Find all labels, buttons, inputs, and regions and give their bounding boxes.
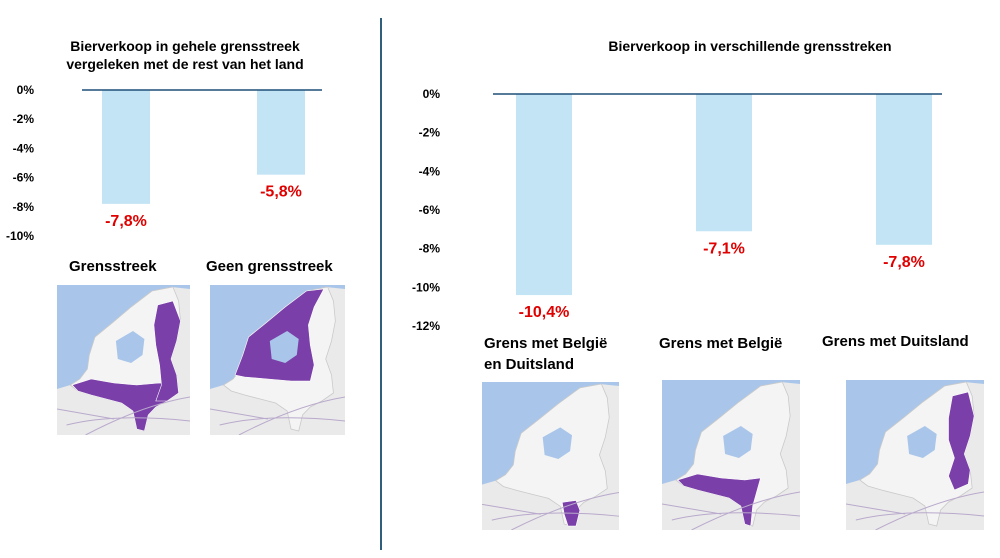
- map-graphic: [482, 382, 619, 530]
- left-chart-bar: [257, 90, 305, 175]
- map-ijsselmeer: [269, 331, 299, 363]
- map-label-belgie-duitsland: Grens met België en Duitsland: [484, 333, 607, 375]
- right-chart-y-tick-label: -4%: [419, 164, 441, 178]
- right-chart-bar: [876, 94, 932, 245]
- map-highlighted-region: [71, 378, 180, 432]
- right-chart-y-tick-label: 0%: [423, 87, 441, 101]
- left-bar-chart: 0% -2% -4% -6% -8% -10% -7,8% -5,8%: [6, 83, 322, 243]
- map-label-grensstreek: Grensstreek: [69, 258, 157, 275]
- netherlands-map-belgium-germany-border-icon: [482, 382, 619, 530]
- right-chart-y-tick-label: -6%: [419, 203, 441, 217]
- map-graphic: [210, 285, 345, 435]
- netherlands-map-border-regions-icon: [57, 285, 190, 435]
- left-chart-y-tick-label: -10%: [6, 229, 34, 243]
- right-chart-value-label: -7,1%: [703, 240, 745, 257]
- left-chart-y-tick-label: -2%: [13, 112, 35, 126]
- map-label-belgie: Grens met België: [659, 335, 783, 352]
- map-highlighted-region: [234, 288, 325, 382]
- map-road: [210, 408, 268, 420]
- map-ijsselmeer: [907, 426, 937, 458]
- map-sea: [662, 380, 800, 484]
- map-road: [85, 396, 190, 435]
- map-ijsselmeer: [542, 427, 573, 459]
- map-road: [511, 492, 619, 530]
- map-road: [482, 503, 541, 515]
- left-chart-y-tick-label: -8%: [13, 200, 35, 214]
- map-label-line-2: en Duitsland: [484, 356, 575, 373]
- map-sea: [846, 380, 984, 484]
- map-ijsselmeer: [115, 331, 145, 363]
- map-road: [57, 408, 115, 420]
- right-chart-bar: [516, 94, 572, 296]
- map-sea: [57, 285, 190, 389]
- netherlands-map-belgium-border-icon: [662, 380, 800, 530]
- right-chart-value-label: -7,8%: [883, 254, 925, 271]
- right-chart-y-tick-label: -12%: [412, 319, 440, 333]
- map-graphic: [57, 285, 190, 435]
- left-chart-y-tick-label: 0%: [17, 83, 35, 97]
- right-chart-bar: [696, 94, 752, 232]
- map-graphic: [662, 380, 800, 530]
- map-label-geen-grensstreek: Geen grensstreek: [206, 258, 333, 275]
- map-label-duitsland: Grens met Duitsland: [822, 333, 969, 350]
- right-chart-value-label: -10,4%: [519, 304, 570, 321]
- map-road: [662, 503, 722, 515]
- left-chart-value-label: -7,8%: [105, 213, 147, 230]
- right-chart-title: Bierverkoop in verschillende grensstreke…: [608, 38, 892, 54]
- left-chart-y-tick-label: -4%: [13, 141, 35, 155]
- map-highlighted-region: [153, 300, 181, 402]
- left-chart-title: Bierverkoop in gehele grensstreek vergel…: [66, 38, 304, 72]
- map-road: [846, 503, 906, 515]
- map-graphic: [846, 380, 984, 530]
- vertical-divider: [380, 18, 382, 550]
- map-road: [238, 396, 345, 435]
- left-chart-y-tick-label: -6%: [13, 171, 35, 185]
- left-chart-value-label: -5,8%: [260, 184, 302, 201]
- netherlands-map-non-border-regions-icon: [210, 285, 345, 435]
- map-ijsselmeer: [723, 426, 753, 458]
- map-highlighted-region: [677, 473, 761, 527]
- map-highlighted-region: [948, 391, 975, 491]
- netherlands-map-germany-border-icon: [846, 380, 984, 530]
- right-chart-y-tick-label: -10%: [412, 280, 440, 294]
- map-sea: [210, 285, 345, 389]
- map-road: [875, 491, 984, 530]
- right-bar-chart: 0% -2% -4% -6% -8% -10% -12% -10,4% -7,1% -7,8%: [412, 87, 942, 333]
- map-road: [691, 491, 800, 530]
- right-chart-y-tick-label: -2%: [419, 126, 441, 140]
- left-chart-bar: [102, 90, 150, 204]
- right-chart-y-tick-label: -8%: [419, 242, 441, 256]
- map-label-line-1: Grens met België: [484, 335, 608, 352]
- map-sea: [482, 382, 619, 485]
